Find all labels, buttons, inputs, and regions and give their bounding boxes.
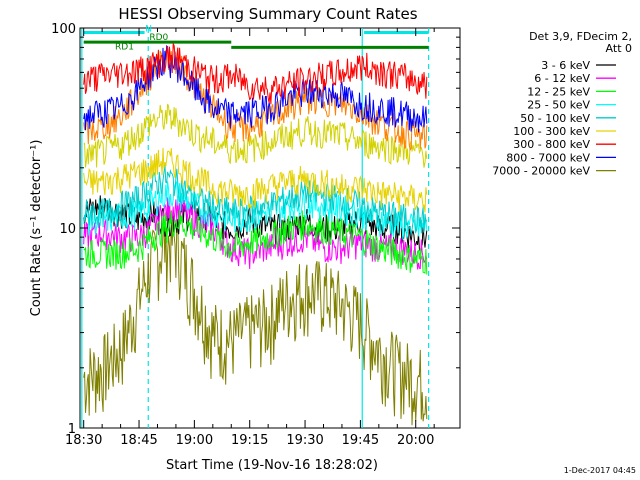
trace-300-800-kev [83, 43, 428, 105]
trace-25-50-kev [83, 180, 428, 240]
x-tick-label: 19:15 [231, 433, 268, 448]
trace-12-25-kev [83, 209, 428, 275]
legend-label: 50 - 100 keV [520, 112, 590, 125]
y-tick-label: 1 [68, 422, 76, 437]
x-tick-label: 19:30 [286, 433, 323, 448]
legend-label: 7000 - 20000 keV [492, 165, 590, 178]
chart-title: HESSI Observing Summary Count Rates [118, 5, 417, 23]
footer-timestamp: 1-Dec-2017 04:45 [564, 466, 636, 475]
legend-label: 12 - 25 keV [527, 85, 590, 98]
trace-extra [83, 103, 428, 168]
trace-50-100-kev [83, 163, 428, 235]
trace-6-12-kev [83, 195, 428, 270]
y-tick-label: 100 [51, 22, 76, 37]
x-tick-label: 18:45 [120, 433, 157, 448]
y-axis-label: Count Rate (s⁻¹ detector⁻¹) [29, 140, 44, 317]
trace-100-300-kev [83, 147, 428, 213]
x-axis-label: Start Time (19-Nov-16 18:28:02) [166, 458, 378, 473]
legend-label: 3 - 6 keV [541, 59, 590, 72]
legend-label: 800 - 7000 keV [506, 151, 590, 164]
x-tick-label: 18:30 [65, 433, 102, 448]
legend-header-line-2: Att 0 [606, 42, 632, 55]
x-tick-label: 19:45 [342, 433, 379, 448]
x-tick-label: 19:00 [176, 433, 213, 448]
legend-label: 100 - 300 keV [513, 125, 590, 138]
data-traces [83, 43, 428, 426]
flag-label-n: N [145, 25, 152, 35]
x-tick-label: 20:00 [397, 433, 434, 448]
legend-label: 25 - 50 keV [527, 99, 590, 112]
legend-label: 6 - 12 keV [534, 72, 590, 85]
flag-label-rd1: RD1 [115, 43, 134, 53]
trace-800-7000-kev [83, 44, 428, 133]
legend-label: 300 - 800 keV [513, 138, 590, 151]
trace-extra [83, 44, 428, 152]
flag-label-rd0: RD0 [149, 33, 168, 43]
y-tick-label: 10 [59, 222, 76, 237]
axes: 18:30 18:45 19:00 19:15 19:30 19:45 20:00 1 10 10… [51, 22, 460, 448]
trace-7000-20000-kev [83, 210, 428, 426]
legend-header-line-1: Det 3,9, FDecim 2, [529, 30, 632, 43]
